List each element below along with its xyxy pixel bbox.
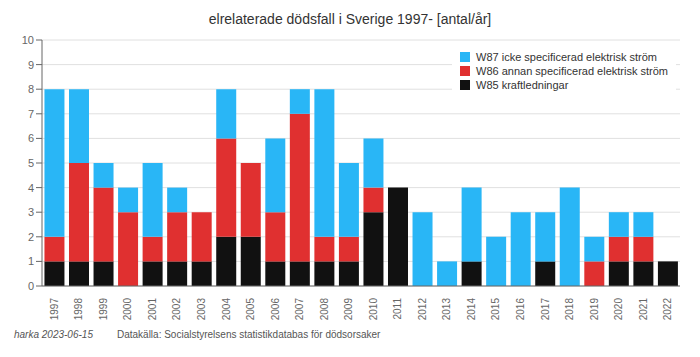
svg-text:1999: 1999: [98, 298, 109, 321]
html-text:harka 2023-06-15: harka 2023-06-15: [14, 329, 93, 340]
svg-text:5: 5: [28, 157, 34, 169]
svg-text:2001: 2001: [147, 298, 158, 321]
svg-text:2019: 2019: [589, 298, 600, 321]
svg-text:2017: 2017: [540, 298, 551, 321]
svg-text:7: 7: [28, 108, 34, 120]
svg-text:2007: 2007: [294, 298, 305, 321]
svg-text:2009: 2009: [343, 298, 354, 321]
svg-text:6: 6: [28, 132, 34, 144]
svg-text:2021: 2021: [638, 298, 649, 321]
svg-text:2014: 2014: [466, 298, 477, 321]
svg-text:2016: 2016: [515, 298, 526, 321]
svg-text:2011: 2011: [392, 298, 403, 320]
svg-text:2002: 2002: [171, 298, 182, 321]
svg-text:1998: 1998: [73, 298, 84, 321]
svg-text:2005: 2005: [245, 298, 256, 321]
svg-text:1997: 1997: [49, 298, 60, 321]
svg-text:8: 8: [28, 83, 34, 95]
html-text:W87 icke specificerad elektris: W87 icke specificerad elektrisk ström: [476, 51, 657, 63]
html-text:Datakälla: Socialstyrelsens st: Datakälla: Socialstyrelsens statistikdat…: [117, 329, 381, 340]
svg-text:2012: 2012: [417, 298, 428, 321]
svg-text:0: 0: [28, 280, 34, 292]
svg-text:2000: 2000: [122, 298, 133, 321]
svg-text:2006: 2006: [270, 298, 281, 321]
html-text:W85 kraftledningar: W85 kraftledningar: [476, 79, 569, 91]
html-text:elrelaterade dödsfall i Sverig: elrelaterade dödsfall i Sverige 1997- [a…: [208, 11, 492, 27]
svg-text:9: 9: [28, 59, 34, 71]
svg-text:2004: 2004: [221, 298, 232, 321]
svg-text:2: 2: [28, 231, 34, 243]
svg-text:2003: 2003: [196, 298, 207, 321]
svg-text:3: 3: [28, 206, 34, 218]
svg-text:1: 1: [28, 255, 34, 267]
svg-text:2015: 2015: [490, 298, 501, 321]
svg-text:4: 4: [28, 182, 34, 194]
svg-text:2018: 2018: [564, 298, 575, 321]
svg-text:2008: 2008: [319, 298, 330, 321]
svg-text:2020: 2020: [613, 298, 624, 321]
svg-text:10: 10: [22, 34, 34, 46]
svg-text:2010: 2010: [368, 298, 379, 321]
svg-text:2013: 2013: [441, 298, 452, 321]
html-text:W86 annan specificerad elektri: W86 annan specificerad elektrisk ström: [476, 65, 668, 77]
svg-text:2022: 2022: [662, 298, 673, 321]
